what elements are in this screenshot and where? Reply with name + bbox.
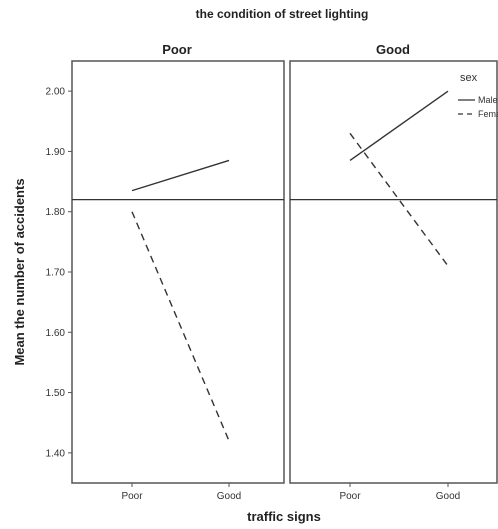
x-tick-label-1-0: Poor [339, 491, 361, 502]
series-line-male-panel-0 [131, 159, 230, 192]
y-tick-label-1: 1.50 [46, 388, 66, 399]
panel-frame-0 [71, 60, 285, 484]
x-tick-label-1-1: Good [436, 491, 460, 502]
y-tick-label-0: 1.40 [46, 448, 66, 459]
y-tick-label-5: 1.90 [46, 147, 66, 158]
y-tick-label-6: 2.00 [46, 87, 66, 98]
x-tick-label-0-1: Good [217, 491, 241, 502]
legend-label-female: Female [478, 109, 498, 119]
legend-label-male: Male [478, 95, 498, 105]
series-line-female-panel-1 [349, 132, 449, 267]
y-tick-label-3: 1.70 [46, 268, 66, 279]
y-tick-label-2: 1.60 [46, 328, 66, 339]
series-line-female-panel-0 [131, 211, 230, 442]
x-axis-label: traffic signs [247, 509, 321, 524]
x-tick-label-0-0: Poor [121, 491, 143, 502]
panel-frame-1 [289, 60, 498, 484]
panel-label-poor: Poor [162, 42, 192, 57]
y-axis-label: Mean the number of accidents [12, 178, 27, 365]
chart-title: the condition of street lighting [196, 7, 369, 21]
legend-title: sex [460, 72, 478, 84]
y-tick-label-4: 1.80 [46, 207, 66, 218]
panel-label-good: Good [376, 42, 410, 57]
series-line-male-panel-1 [349, 90, 449, 162]
